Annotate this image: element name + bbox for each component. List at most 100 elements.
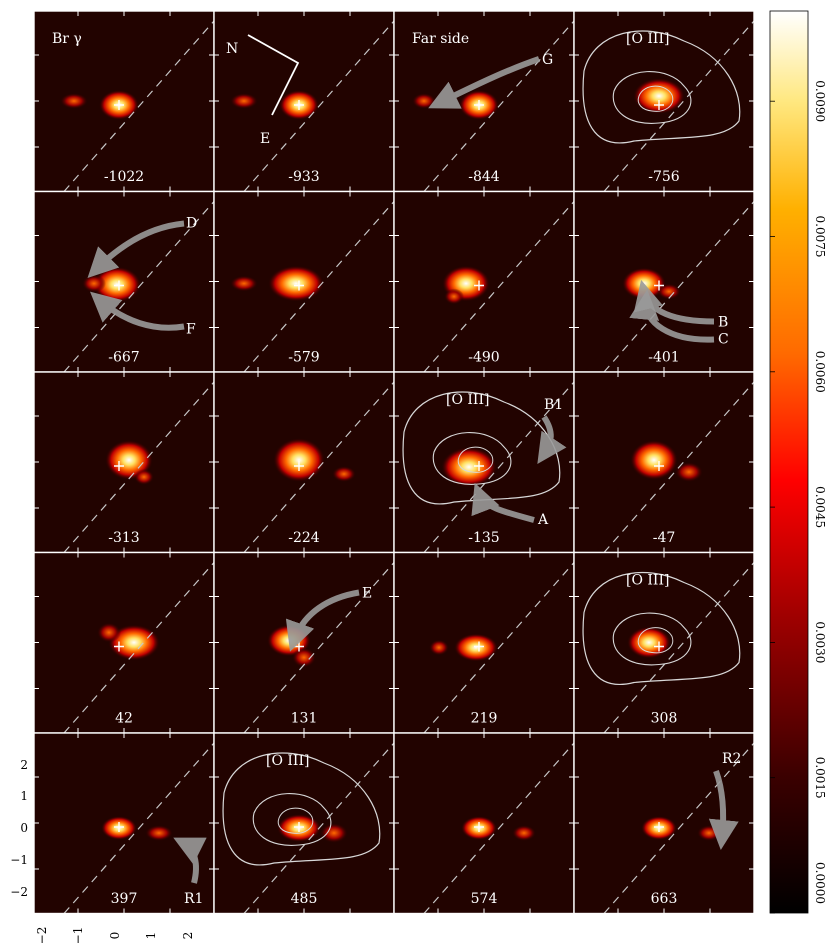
emission-blob <box>82 274 106 293</box>
nucleus-marker <box>294 280 304 291</box>
channel-panel: 219 <box>393 551 575 734</box>
feature-arrow-line <box>285 589 360 652</box>
colorbar <box>770 11 808 913</box>
feature-label: R1 <box>184 891 203 907</box>
y-tick-label: −1 <box>10 853 28 867</box>
emission-blob <box>512 825 536 841</box>
compass: NE <box>226 34 300 147</box>
feature-label: R2 <box>722 751 741 767</box>
oiii-contour-mid <box>612 612 692 666</box>
channel-panel: -490 <box>393 190 575 373</box>
oiii-contour-inner <box>637 85 674 112</box>
emission-blob <box>412 93 436 109</box>
channel-panel: 397 <box>33 732 215 915</box>
emission-blob <box>630 440 678 480</box>
axis-diagonal <box>243 20 395 192</box>
velocity-label: -401 <box>648 350 679 366</box>
nucleus-marker <box>294 100 304 110</box>
oiii-contour-inner <box>457 446 494 473</box>
axis-diagonal <box>243 562 395 734</box>
channel-panel: 131 <box>213 551 395 734</box>
nucleus-marker <box>294 461 304 471</box>
colorbar-tick-label: 0.0060 <box>813 351 827 393</box>
feature-arrow-line <box>173 837 207 884</box>
axis-diagonal <box>243 381 395 553</box>
nucleus-marker <box>114 822 124 832</box>
panel-label: Far side <box>412 31 469 47</box>
x-tick-label: 0 <box>108 932 122 940</box>
nucleus-marker <box>654 822 664 832</box>
colorbar-tick-label: 0.0000 <box>813 862 827 904</box>
channel-panel: -933 <box>213 10 395 193</box>
velocity-label: 219 <box>471 711 498 727</box>
velocity-label: 308 <box>651 711 678 727</box>
velocity-label: -1022 <box>104 169 144 185</box>
feature-arrow-line <box>708 769 739 850</box>
nucleus-marker <box>114 100 124 110</box>
velocity-label: -667 <box>108 350 139 366</box>
channel-panel: [O III] 308 <box>573 551 755 734</box>
oiii-contour-mid <box>612 71 692 124</box>
compass-lines <box>247 34 300 116</box>
emission-blob <box>268 265 324 302</box>
feature-label: D <box>186 216 197 232</box>
emission-blob <box>273 438 325 482</box>
colorbar-frame <box>769 10 809 914</box>
velocity-label: -224 <box>288 530 320 546</box>
velocity-label: -313 <box>108 530 139 546</box>
emission-blob <box>60 93 88 109</box>
axis-diagonal <box>423 381 575 553</box>
axis-diagonal <box>63 381 215 553</box>
feature-label: F <box>186 322 196 338</box>
emission-blob <box>633 78 685 114</box>
axis-diagonal <box>63 201 215 373</box>
nucleus-marker <box>114 280 124 291</box>
oiii-contour-inner <box>637 627 674 654</box>
nucleus-marker <box>294 822 304 832</box>
axis-diagonal <box>603 562 755 734</box>
axis-diagonal <box>423 20 575 192</box>
feature-arrow: R1 <box>173 837 207 907</box>
emission-blob <box>97 622 121 643</box>
nucleus-marker <box>474 822 484 832</box>
axis-diagonal <box>603 381 755 553</box>
feature-arrow-line <box>629 289 715 343</box>
oiii-contour-mid <box>252 793 332 846</box>
emission-blob <box>657 283 681 300</box>
feature-label: E <box>362 586 372 602</box>
channel-panel: -667 <box>33 190 215 373</box>
emission-blob <box>429 639 449 656</box>
colorbar-tick-label: 0.0030 <box>813 621 827 663</box>
emission-blob <box>230 275 258 292</box>
colorbar-tick-label: 0.0015 <box>813 757 827 799</box>
oiii-contour-mid <box>432 432 512 485</box>
nucleus-marker <box>474 100 484 110</box>
feature-arrow: D <box>87 216 197 278</box>
velocity-label: -579 <box>288 350 319 366</box>
feature-arrow: A <box>471 482 549 528</box>
nucleus-marker <box>654 100 664 110</box>
nucleus-marker <box>114 461 124 471</box>
channel-panel: [O III] -756 <box>573 10 755 193</box>
channel-panel: 42 <box>33 551 215 734</box>
axis-diagonal <box>243 201 395 373</box>
velocity-label: 663 <box>651 891 678 907</box>
oiii-contour-outer <box>222 752 381 866</box>
x-tick-label: 2 <box>181 932 195 940</box>
emission-blob <box>332 466 356 482</box>
emission-blob <box>454 633 498 662</box>
x-tick-label: −1 <box>71 927 85 945</box>
axis-diagonal <box>63 742 215 914</box>
emission-blob <box>697 825 721 841</box>
feature-label: B1 <box>544 397 563 413</box>
axis-diagonal <box>63 20 215 192</box>
velocity-label: -844 <box>468 169 500 185</box>
emission-blob <box>441 447 497 487</box>
velocity-label: 574 <box>471 891 498 907</box>
channel-panel: -224 <box>213 371 395 554</box>
feature-arrow-line <box>537 415 567 464</box>
axis-diagonal <box>603 742 755 914</box>
channel-panel: -579 <box>213 190 395 373</box>
panel-label: [O III] <box>446 392 489 408</box>
axis-diagonal <box>423 562 575 734</box>
